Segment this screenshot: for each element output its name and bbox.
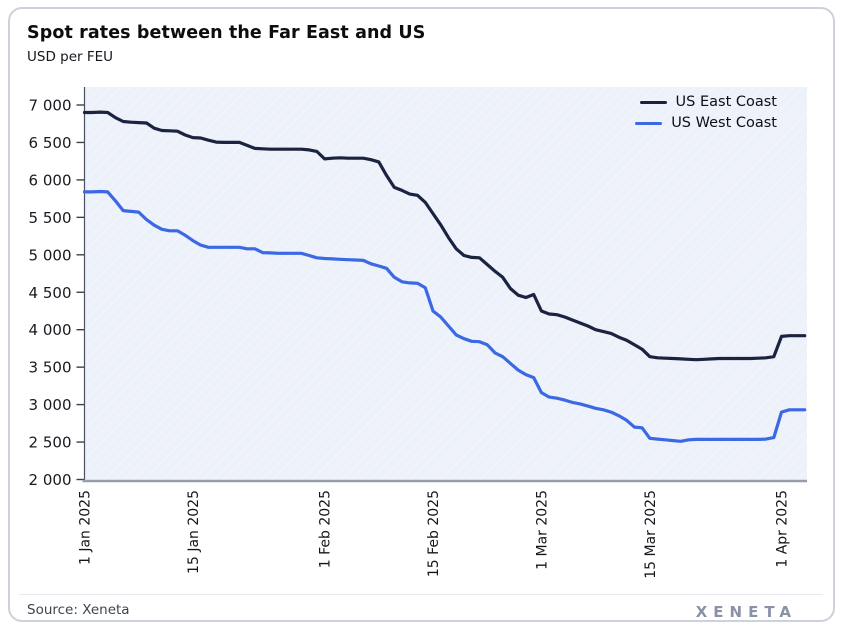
- y-tick-label: 7 000: [29, 97, 72, 115]
- page-title: Spot rates between the Far East and US: [27, 23, 426, 43]
- spot-rates-line-chart: 2 000 2 500 3 000 3 500 4 000 4 500 5 000 5 500…: [29, 87, 807, 579]
- x-tick-label: 15 Mar 2025: [643, 490, 659, 579]
- y-tick-label: 2 000: [29, 471, 72, 489]
- legend-label: US West Coast: [671, 115, 777, 131]
- source-credit: Source: Xeneta: [27, 602, 130, 618]
- legend-item-us-east-coast: US East Coast: [639, 94, 777, 110]
- chart-subtitle: USD per FEU: [27, 49, 114, 65]
- x-tick-label: 1 Jan 2025: [78, 490, 94, 565]
- chart-legend: US East Coast US West Coast: [635, 94, 777, 131]
- legend-item-us-west-coast: US West Coast: [635, 115, 777, 131]
- x-tick-label: 15 Jan 2025: [186, 490, 202, 574]
- y-tick-label: 5 500: [29, 209, 72, 227]
- plot-area: [84, 87, 807, 480]
- y-tick-label: 4 500: [29, 284, 72, 302]
- east-coast-line-swatch-icon: [639, 100, 667, 104]
- footer-divider: [19, 594, 823, 595]
- y-tick-label: 3 000: [29, 396, 72, 414]
- x-tick-label: 1 Feb 2025: [318, 490, 334, 568]
- x-tick-label: 1 Apr 2025: [775, 490, 791, 568]
- y-tick-label: 6 000: [29, 171, 72, 189]
- series-line-us-west-coast: [82, 189, 807, 443]
- y-tick-label: 2 500: [29, 434, 72, 452]
- legend-label: US East Coast: [675, 94, 777, 110]
- xeneta-logo: XENETA: [695, 603, 797, 621]
- series-line-us-east-coast: [82, 110, 807, 362]
- x-tick-label: 15 Feb 2025: [426, 490, 442, 577]
- y-tick-label: 5 000: [29, 246, 72, 264]
- chart-card: Spot rates between the Far East and US U…: [8, 7, 835, 622]
- y-tick-label: 6 500: [29, 134, 72, 152]
- y-tick-label: 4 000: [29, 321, 72, 339]
- y-tick-label: 3 500: [29, 359, 72, 377]
- x-tick-label: 1 Mar 2025: [534, 490, 550, 570]
- west-coast-line-swatch-icon: [635, 121, 663, 125]
